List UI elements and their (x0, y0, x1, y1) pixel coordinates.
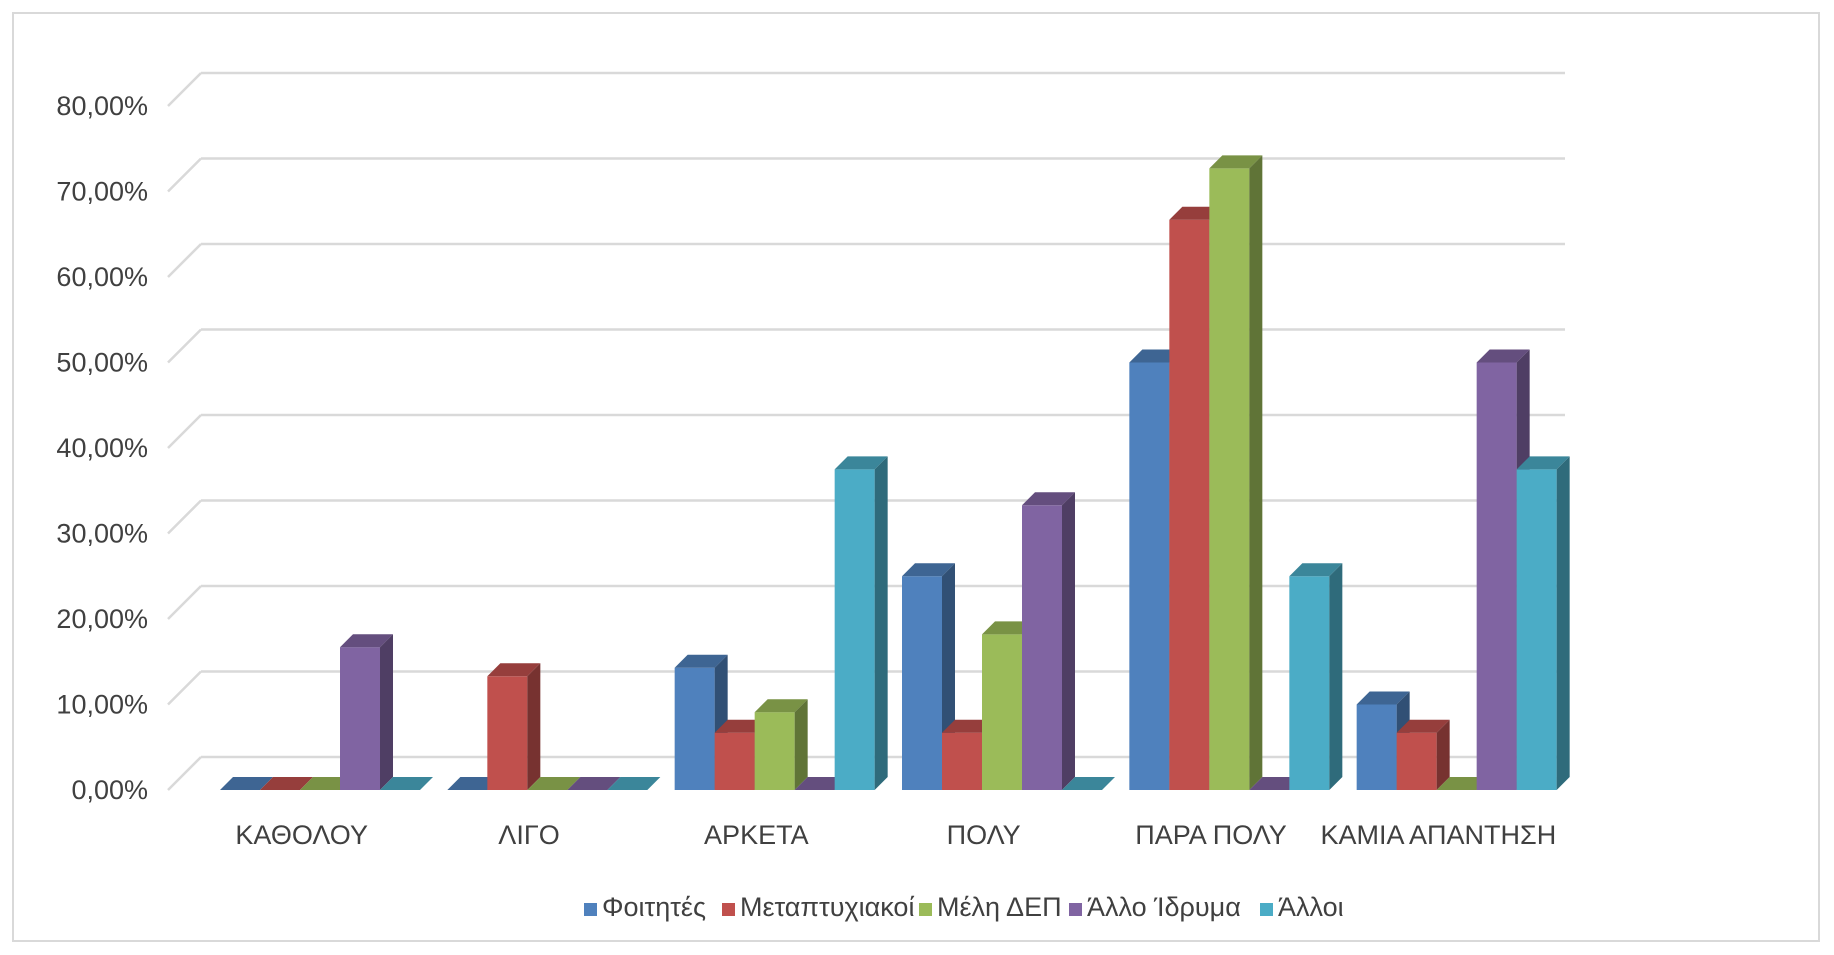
legend-label: Άλλο Ίδρυμα (1087, 892, 1241, 922)
legend-swatch (919, 903, 932, 916)
bar (834, 456, 888, 790)
gridline (167, 242, 1565, 278)
legend-item: Άλλοι (1260, 892, 1344, 922)
y-tick-label: 0,00% (71, 775, 148, 805)
bar (1249, 777, 1303, 790)
bar (447, 777, 501, 790)
bar (300, 777, 353, 790)
legend-swatch (1069, 903, 1082, 916)
y-tick-label: 70,00% (56, 177, 148, 207)
y-axis-ticks: 0,00% 10,00% 20,00% 30,00% 40,00% 50,00% 60,00… (56, 91, 148, 805)
bar (380, 777, 433, 790)
y-tick-label: 20,00% (56, 604, 148, 634)
bars (220, 155, 1570, 791)
legend-label: Φοιτητές (602, 892, 706, 922)
y-tick-label: 40,00% (56, 433, 148, 463)
y-tick-label: 80,00% (56, 91, 148, 121)
x-tick-label: ΚΑΘΟΛΟΥ (235, 820, 368, 850)
x-tick-label: ΛΙΓΟ (498, 820, 559, 850)
legend-swatch (584, 903, 597, 916)
bar (794, 777, 848, 790)
x-tick-label: ΑΡΚΕΤΑ (704, 820, 809, 850)
legend-item: Φοιτητές (584, 892, 706, 922)
legend-label: Άλλοι (1278, 892, 1344, 922)
legend-item: Μέλη ΔΕΠ (919, 892, 1062, 922)
bar (1209, 155, 1263, 791)
bar (487, 663, 541, 790)
gridline (167, 157, 1565, 193)
bar (340, 634, 393, 790)
bar (567, 777, 621, 790)
bar (607, 777, 661, 790)
gridline (167, 413, 1565, 449)
x-tick-label: ΚΑΜΙΑ ΑΠΑΝΤΗΣΗ (1320, 820, 1556, 850)
bar (1022, 492, 1075, 790)
y-tick-label: 10,00% (56, 690, 148, 720)
bar (1516, 456, 1570, 790)
gridline (167, 71, 1565, 107)
y-tick-label: 30,00% (56, 519, 148, 549)
bar (220, 777, 273, 790)
y-tick-label: 60,00% (56, 262, 148, 292)
chart-frame: 0,00% 10,00% 20,00% 30,00% 40,00% 50,00% 60,00… (12, 12, 1820, 942)
bar (1062, 777, 1115, 790)
legend-swatch (1260, 903, 1273, 916)
x-axis-ticks: ΚΑΘΟΛΟΥ ΛΙΓΟ ΑΡΚΕΤΑ ΠΟΛΥ ΠΑΡΑ ΠΟΛΥ ΚΑΜΙΑ ΑΠΑΝ… (235, 820, 1556, 850)
legend-item: Άλλο Ίδρυμα (1069, 892, 1241, 922)
bar (754, 699, 808, 790)
bar (260, 777, 313, 790)
x-tick-label: ΠΟΛΥ (947, 820, 1021, 850)
gridline (167, 328, 1565, 364)
y-tick-label: 50,00% (56, 348, 148, 378)
legend-item: Μεταπτυχιακοί (722, 892, 914, 922)
bar (1396, 719, 1450, 790)
legend-label: Μεταπτυχιακοί (740, 892, 914, 922)
legend-swatch (722, 903, 735, 916)
legend: Φοιτητές Μεταπτυχιακοί Μέλη ΔΕΠ Άλλο Ίδρυμα… (584, 892, 1344, 922)
bar (1436, 777, 1490, 790)
bar (527, 777, 581, 790)
chart-svg: 0,00% 10,00% 20,00% 30,00% 40,00% 50,00% 60,00… (56, 71, 1570, 922)
bar (1289, 563, 1343, 790)
x-tick-label: ΠΑΡΑ ΠΟΛΥ (1135, 820, 1287, 850)
legend-label: Μέλη ΔΕΠ (937, 892, 1062, 922)
